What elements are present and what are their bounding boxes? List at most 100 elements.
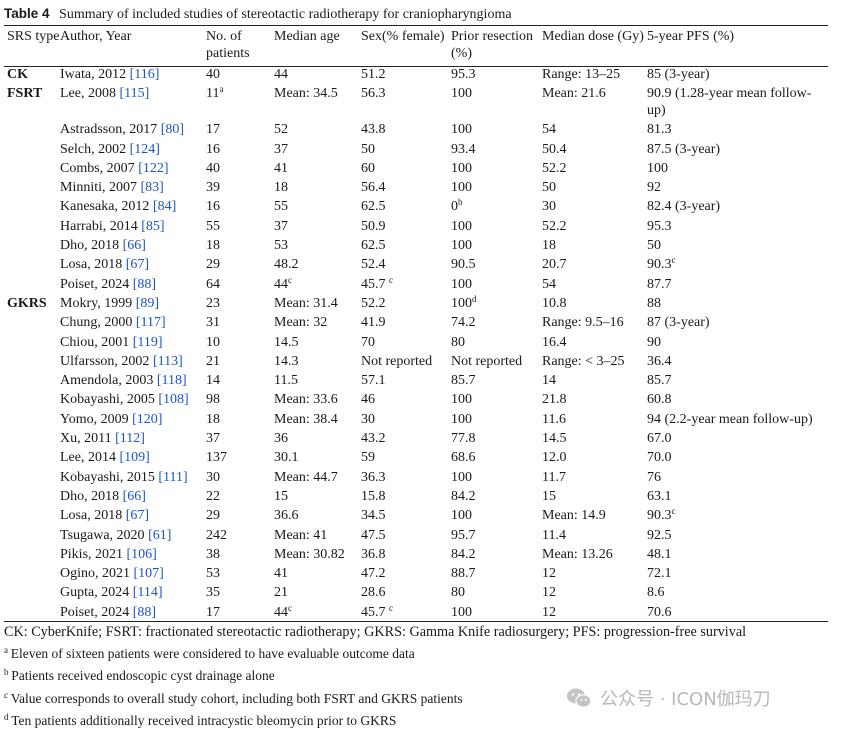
cell-srs-type xyxy=(4,179,60,198)
cell-srs-type-text: CK xyxy=(7,67,28,82)
header-row: SRS type Author, Year No. of patients Me… xyxy=(4,27,828,66)
cell-no-patients: 18 xyxy=(206,237,274,256)
table-caption: Table 4 Summary of included studies of s… xyxy=(4,6,512,23)
reference-link[interactable]: [85] xyxy=(141,218,165,234)
reference-link[interactable]: [119] xyxy=(132,334,163,350)
cell-median-age-text: 41 xyxy=(274,160,288,176)
author-year-text: Poiset, 2024 xyxy=(60,276,130,292)
cell-prior-resection: 80 xyxy=(451,584,542,603)
reference-link[interactable]: [80] xyxy=(160,122,185,138)
cell-median-age-text: 14.5 xyxy=(274,334,299,350)
cell-no-patients-text: 40 xyxy=(206,67,220,82)
cell-no-patients: 40 xyxy=(206,66,274,85)
cell-no-patients-text: 18 xyxy=(206,411,220,427)
cell-prior-resection: 100 xyxy=(451,121,542,140)
cell-no-patients: 31 xyxy=(206,314,274,333)
cell-median-dose-text: 20.7 xyxy=(542,257,567,273)
cell-no-patients-text: 16 xyxy=(206,199,220,215)
table-row: Yomo, 2009 [120] 18 Mean: 38.4 30 100 11.6 94 … xyxy=(4,411,828,430)
cell-prior-resection-text: 95.7 xyxy=(451,527,476,543)
reference-link[interactable]: [122] xyxy=(138,160,169,176)
author-year-text: Lee, 2008 xyxy=(60,86,116,102)
cell-sex-female-text: 70 xyxy=(361,334,375,350)
cell-median-dose-text: Range: 13–25 xyxy=(542,67,621,82)
author-year-text: Chung, 2000 xyxy=(60,315,133,331)
cell-srs-type xyxy=(4,584,60,603)
cell-median-dose: 52.2 xyxy=(542,218,647,237)
cell-prior-resection: 95.7 xyxy=(451,527,542,546)
cell-median-age: 36 xyxy=(274,430,361,449)
cell-pfs: 82.4 (3-year) xyxy=(647,198,828,217)
cell-prior-resection: 93.4 xyxy=(451,141,542,160)
author-year-text: Mokry, 1999 xyxy=(60,295,133,311)
cell-pfs: 81.3 xyxy=(647,121,828,140)
cell-median-age: 14.5 xyxy=(274,334,361,353)
reference-link[interactable]: [112] xyxy=(115,431,145,447)
reference-link[interactable]: [61] xyxy=(148,527,172,543)
cell-median-age-text: 15 xyxy=(274,488,288,504)
cell-no-patients: 137 xyxy=(206,449,274,468)
cell-median-age: 30.1 xyxy=(274,449,361,468)
cell-median-age: 44 xyxy=(274,66,361,85)
cell-median-dose-text: 10.8 xyxy=(542,295,567,311)
cell-sex-female: 52.4 xyxy=(361,256,451,275)
reference-link[interactable]: [120] xyxy=(132,411,163,427)
header-srs-type: SRS type xyxy=(7,29,60,44)
cell-pfs-text: 85.7 xyxy=(647,373,672,389)
cell-prior-resection-text: 100 xyxy=(451,160,472,176)
cell-median-age-text: 48.2 xyxy=(274,257,299,273)
reference-link[interactable]: [117] xyxy=(135,315,166,331)
reference-link[interactable]: [66] xyxy=(122,238,146,254)
reference-link[interactable]: [111] xyxy=(158,469,188,485)
cell-no-patients-text: 242 xyxy=(206,527,227,543)
cell-median-age-text: 44 xyxy=(274,604,288,620)
reference-link[interactable]: [116] xyxy=(129,67,160,82)
reference-link[interactable]: [67] xyxy=(125,257,150,273)
cell-pfs-text: 85 (3-year) xyxy=(647,67,710,82)
reference-link[interactable]: [83] xyxy=(140,180,164,196)
reference-link[interactable]: [106] xyxy=(126,546,157,562)
reference-link[interactable]: [124] xyxy=(129,141,160,157)
author-year-text: Poiset, 2024 xyxy=(60,604,130,620)
table-row: Amendola, 2003 [118] 14 11.5 57.1 85.7 14 85.7 xyxy=(4,372,828,391)
cell-median-age-text: Mean: 41 xyxy=(274,527,328,543)
cell-srs-type xyxy=(4,449,60,468)
reference-link[interactable]: [88] xyxy=(132,276,157,292)
cell-median-age: 37 xyxy=(274,218,361,237)
cell-pfs-text: 90.9 (1.28-year mean follow-up) xyxy=(647,86,812,119)
reference-link[interactable]: [88] xyxy=(132,604,157,620)
cell-sex-female-text: 36.3 xyxy=(361,469,386,485)
author-year-text: Selch, 2002 xyxy=(60,141,127,157)
cell-prior-resection-text: 0 xyxy=(451,199,458,215)
cell-pfs-text: 70.0 xyxy=(647,450,672,466)
cell-median-age-text: 36.6 xyxy=(274,508,299,524)
cell-pfs-text: 90 xyxy=(647,334,661,350)
cell-median-dose-text: Range: < 3–25 xyxy=(542,353,625,369)
reference-link[interactable]: [115] xyxy=(119,86,150,102)
cell-no-patients: 38 xyxy=(206,546,274,565)
author-year-text: Tsugawa, 2020 xyxy=(60,527,145,543)
cell-prior-resection-text: 100 xyxy=(451,604,472,620)
cell-prior-resection: 77.8 xyxy=(451,430,542,449)
cell-prior-resection: 100 xyxy=(451,237,542,256)
cell-author-year: Amendola, 2003 [118] xyxy=(60,372,206,391)
reference-link[interactable]: [67] xyxy=(125,508,150,524)
table-row: Losa, 2018 [67] 29 36.6 34.5 100 Mean: 14.9 90… xyxy=(4,507,828,526)
cell-median-dose: 21.8 xyxy=(542,391,647,410)
reference-link[interactable]: [84] xyxy=(152,199,177,215)
author-year-text: Gupta, 2024 xyxy=(60,585,130,601)
reference-link[interactable]: [114] xyxy=(132,585,163,601)
reference-link[interactable]: [113] xyxy=(152,353,183,369)
footnote-b-mark: b xyxy=(4,667,9,678)
cell-srs-type xyxy=(4,160,60,179)
reference-link[interactable]: [108] xyxy=(158,392,189,408)
cell-median-dose: 54 xyxy=(542,276,647,295)
table-row: Xu, 2011 [112] 37 36 43.2 77.8 14.5 67.0 xyxy=(4,430,828,449)
reference-link[interactable]: [89] xyxy=(135,295,160,311)
reference-link[interactable]: [109] xyxy=(119,450,150,466)
reference-link[interactable]: [118] xyxy=(156,373,187,389)
cell-sex-female: 30 xyxy=(361,411,451,430)
cell-no-patients-text: 21 xyxy=(206,353,220,369)
reference-link[interactable]: [107] xyxy=(133,566,164,582)
reference-link[interactable]: [66] xyxy=(122,488,146,504)
